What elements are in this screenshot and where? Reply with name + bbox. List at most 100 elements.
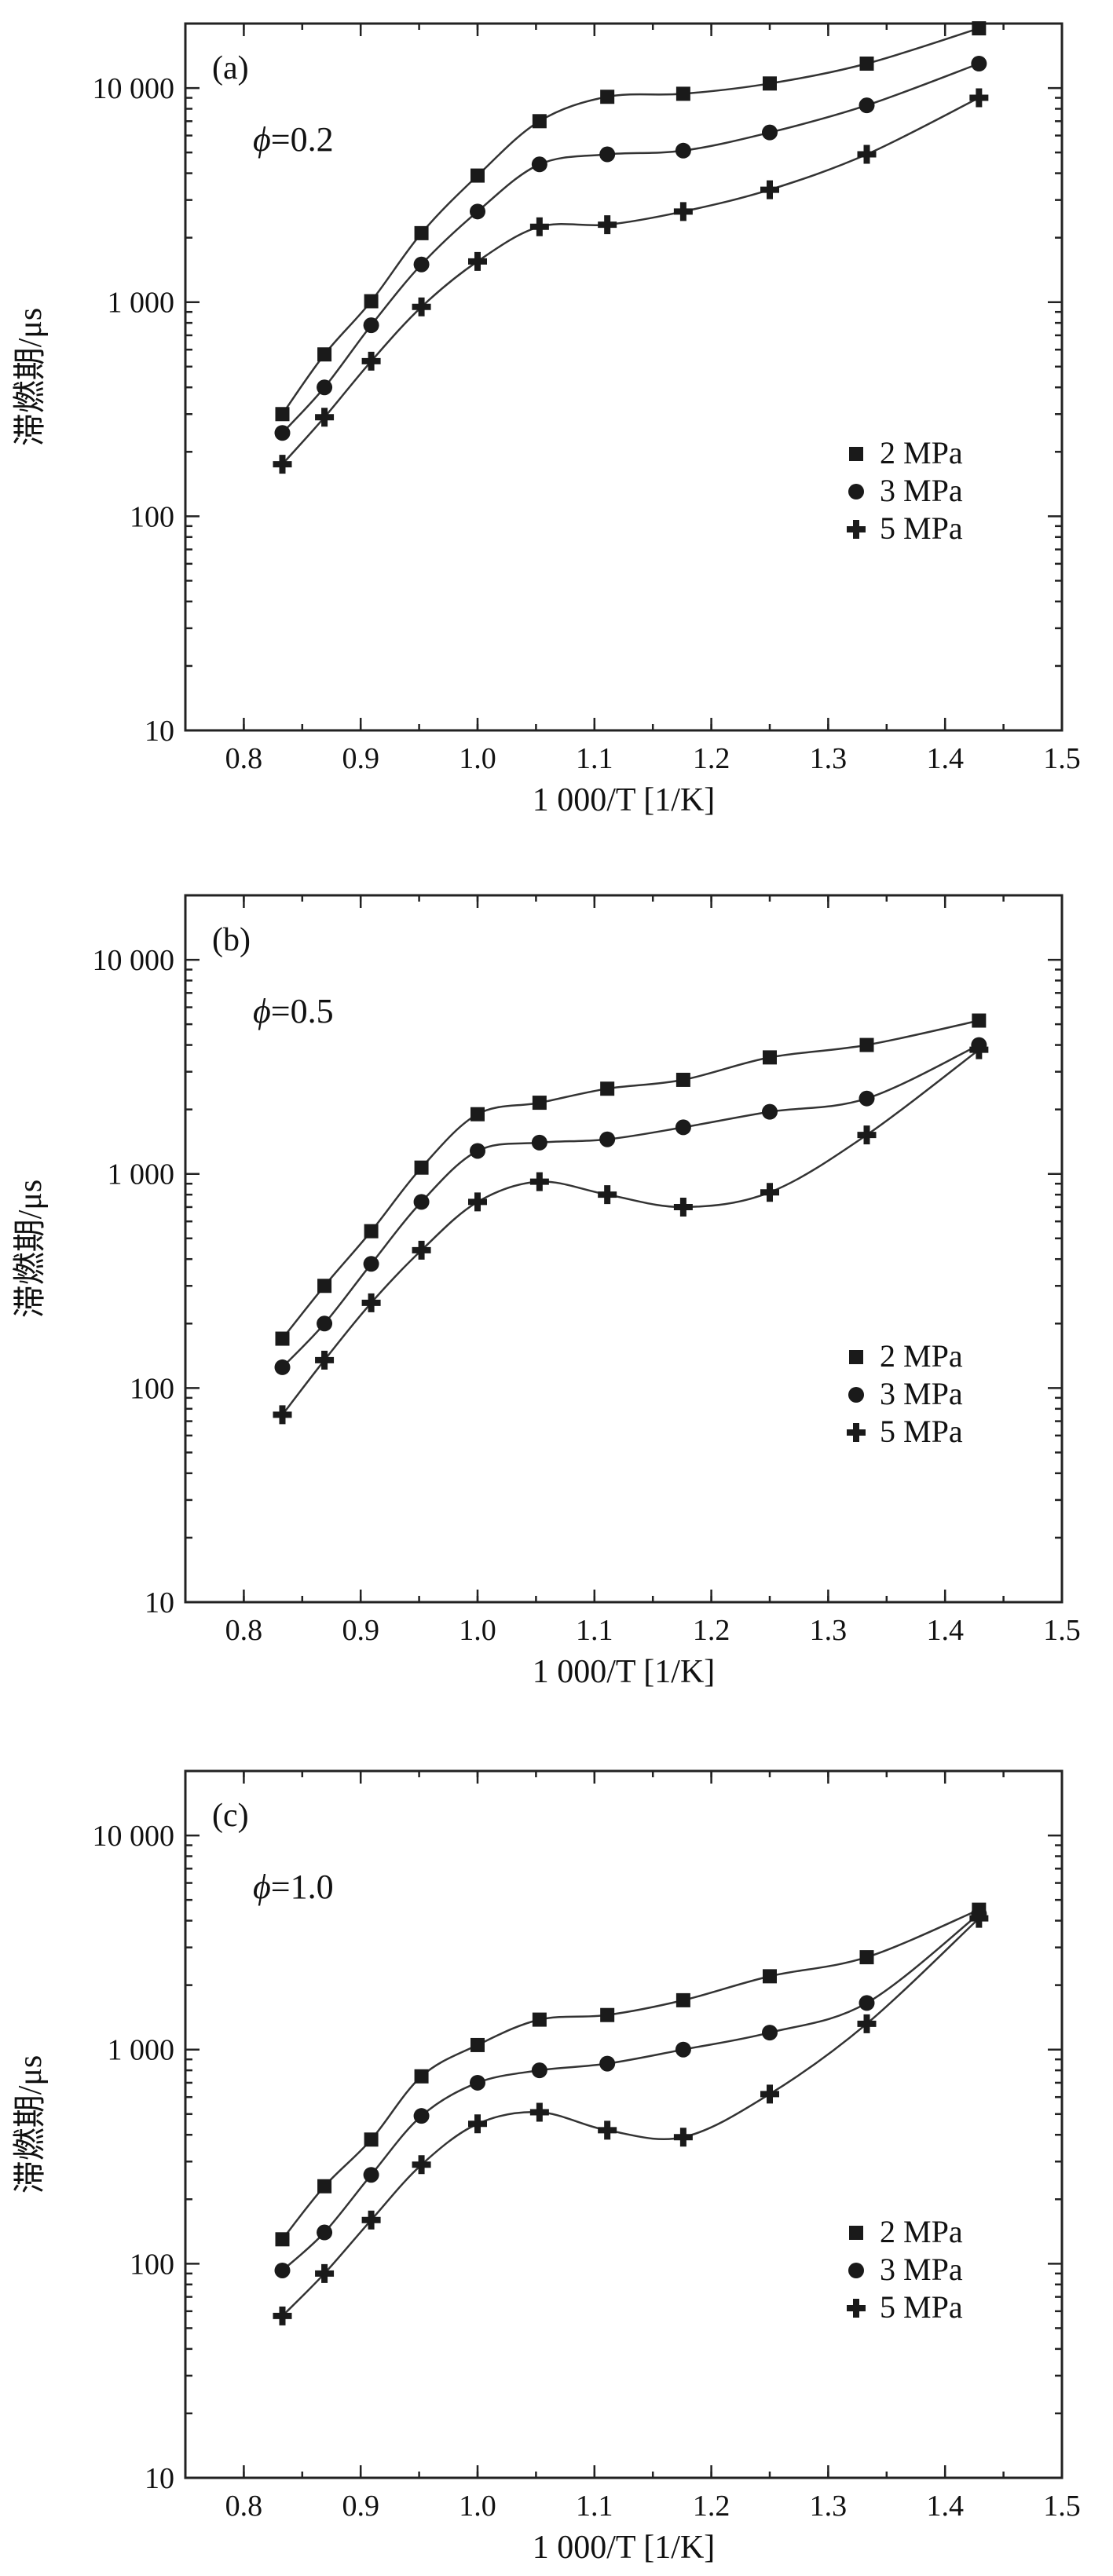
data-point-diamond <box>468 251 487 271</box>
data-point-square <box>675 86 690 101</box>
plot-frame <box>184 894 1064 1604</box>
data-point-square <box>470 1107 485 1122</box>
phi-symbol: ϕ <box>253 120 271 159</box>
data-point-square <box>600 1081 615 1096</box>
data-point-diamond <box>361 1293 381 1312</box>
y-tick-label: 10 000 <box>93 1820 175 1853</box>
legend-entry: 3 MPa <box>880 473 963 508</box>
phi-annotation: ϕ=0.5 <box>253 992 334 1030</box>
data-point-circle <box>363 2167 379 2183</box>
y-tick-label: 10 <box>145 715 174 748</box>
data-point-diamond <box>598 2120 617 2140</box>
data-point-diamond <box>857 145 877 164</box>
legend-entry: 3 MPa <box>880 1376 963 1411</box>
x-tick-label: 0.9 <box>342 2490 379 2523</box>
data-point-diamond <box>857 2014 877 2033</box>
data-point-square <box>600 2007 615 2022</box>
data-point-circle <box>317 2224 333 2241</box>
legend-marker-square <box>849 1350 863 1364</box>
series-line <box>281 1019 979 1340</box>
series-line <box>281 1917 980 2317</box>
y-tick-label: 100 <box>130 2248 174 2281</box>
data-point-square <box>859 1950 874 1965</box>
x-axis-title: 1 000/T [1/K] <box>533 2530 716 2566</box>
x-tick-label: 1.4 <box>926 2490 964 2523</box>
series-5-mpa <box>273 1040 989 1425</box>
data-point-circle <box>762 1103 778 1120</box>
data-point-diamond <box>273 1405 292 1425</box>
phi-annotation: ϕ=0.2 <box>253 120 334 159</box>
data-point-circle <box>762 2025 778 2041</box>
data-point-diamond <box>273 455 292 474</box>
x-tick-label: 1.3 <box>810 742 848 775</box>
data-point-square <box>859 57 874 71</box>
data-point-circle <box>413 2108 430 2124</box>
x-tick-label: 1.5 <box>1043 2490 1081 2523</box>
y-tick-label: 100 <box>130 500 174 533</box>
chart-panel-3: 0.8 0.9 1.0 1.1 1.2 1.3 1.4 1.5 10 100 1 000 10 000… <box>13 1769 1081 2566</box>
data-point-square <box>763 1050 777 1065</box>
data-point-diamond <box>412 1240 431 1260</box>
data-point-circle <box>675 2041 691 2058</box>
data-point-circle <box>413 256 430 273</box>
data-point-diamond <box>760 180 779 199</box>
data-point-circle <box>274 425 291 441</box>
x-tick-label: 1.4 <box>926 1614 964 1647</box>
x-tick-label: 1.5 <box>1043 1614 1081 1647</box>
y-tick-label: 10 000 <box>93 72 175 105</box>
series-line <box>281 1908 979 2241</box>
data-point-circle <box>599 146 616 163</box>
x-tick-label: 1.3 <box>810 2490 848 2523</box>
data-point-diamond <box>315 1350 335 1370</box>
data-point-circle <box>599 2055 616 2072</box>
y-tick-label: 1 000 <box>108 1158 175 1191</box>
panel-label: (a) <box>212 50 249 86</box>
x-tick-label: 1.2 <box>693 1614 730 1647</box>
data-point-square <box>532 114 547 129</box>
data-point-square <box>972 21 987 36</box>
legend-marker-circle <box>848 484 864 499</box>
x-tick-label: 0.9 <box>342 1614 379 1647</box>
data-point-square <box>763 1969 777 1984</box>
series-2-mpa <box>275 1902 987 2247</box>
data-point-circle <box>762 124 778 141</box>
data-point-diamond <box>468 1192 487 1212</box>
x-tick-label: 1.1 <box>576 742 613 775</box>
y-axis-title: 滞燃期/μs <box>13 308 49 447</box>
data-point-square <box>275 2232 290 2247</box>
data-point-square <box>972 1013 987 1028</box>
data-point-square <box>317 1279 332 1293</box>
data-point-circle <box>317 379 333 396</box>
data-point-circle <box>274 2262 291 2278</box>
phi-annotation: ϕ=1.0 <box>253 1868 334 1906</box>
data-point-diamond <box>468 2114 487 2134</box>
data-point-diamond <box>969 88 989 108</box>
data-point-circle <box>859 1090 875 1107</box>
data-point-circle <box>470 1143 485 1159</box>
legend-entry: 3 MPa <box>880 2252 963 2287</box>
data-point-square <box>275 407 290 422</box>
data-point-diamond <box>760 2084 779 2104</box>
data-point-circle <box>859 97 875 114</box>
legend-entry: 2 MPa <box>880 1338 963 1374</box>
data-point-diamond <box>598 215 617 235</box>
data-point-circle <box>531 1134 547 1151</box>
data-point-square <box>414 2069 429 2084</box>
chart-panel-2: 0.8 0.9 1.0 1.1 1.2 1.3 1.4 1.5 10 100 1 000 10 000… <box>13 894 1081 1690</box>
y-axis-title: 滞燃期/μs <box>13 2055 49 2194</box>
plot-frame <box>184 1769 1064 2479</box>
legend-marker-circle <box>848 2263 864 2278</box>
data-point-circle <box>531 2062 547 2079</box>
y-tick-label: 100 <box>130 1372 174 1405</box>
series-line <box>281 1913 980 2271</box>
series-3-mpa <box>274 56 987 441</box>
legend-marker-circle <box>848 1387 864 1403</box>
x-axis-title: 1 000/T [1/K] <box>533 782 716 818</box>
data-point-circle <box>317 1315 333 1332</box>
data-point-diamond <box>969 1908 989 1928</box>
x-tick-label: 1.0 <box>459 742 496 775</box>
data-point-square <box>364 1224 379 1239</box>
data-point-square <box>317 2179 332 2194</box>
